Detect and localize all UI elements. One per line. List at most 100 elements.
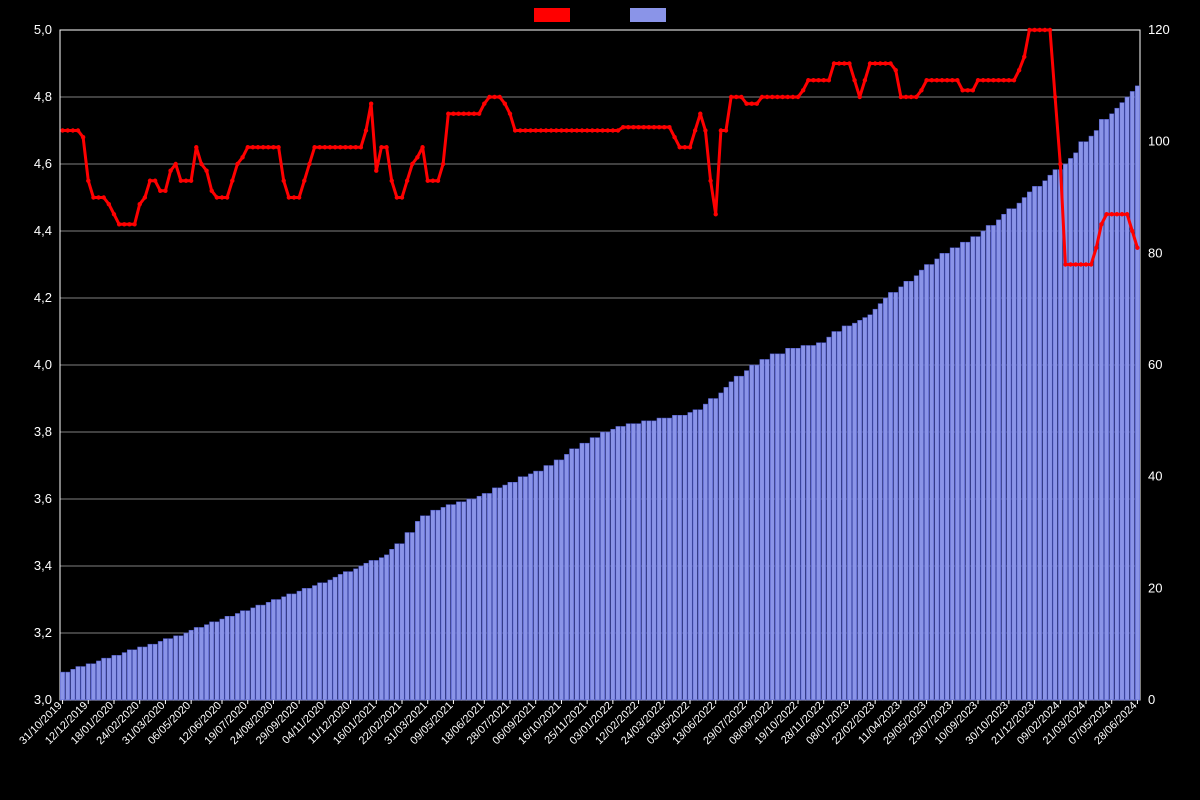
- bar: [343, 572, 347, 700]
- bar: [760, 359, 764, 700]
- line-marker: [528, 128, 532, 132]
- line-marker: [1032, 28, 1036, 32]
- bar: [688, 412, 692, 700]
- line-marker: [822, 78, 826, 82]
- line-marker: [770, 95, 774, 99]
- bar: [976, 237, 980, 700]
- chart-svg: 3,03,23,43,63,84,04,24,44,64,85,00204060…: [0, 0, 1200, 800]
- line-marker: [852, 78, 856, 82]
- line-marker: [102, 195, 106, 199]
- bar: [215, 622, 219, 700]
- line-marker: [842, 61, 846, 65]
- line-marker: [1002, 78, 1006, 82]
- line-marker: [96, 195, 100, 199]
- bar: [636, 424, 640, 700]
- bar: [616, 426, 620, 700]
- bar: [359, 566, 363, 700]
- bar: [163, 639, 167, 700]
- line-marker: [899, 95, 903, 99]
- bar: [832, 332, 836, 701]
- bar: [564, 454, 568, 700]
- line-marker: [369, 102, 373, 106]
- line-marker: [832, 61, 836, 65]
- line-marker: [580, 128, 584, 132]
- line-marker: [215, 195, 219, 199]
- bar: [117, 655, 121, 700]
- line-marker: [847, 61, 851, 65]
- bar: [667, 418, 671, 700]
- bar: [1130, 91, 1134, 700]
- bar: [1110, 114, 1114, 700]
- bar: [246, 611, 250, 700]
- line-marker: [678, 145, 682, 149]
- bar: [282, 597, 286, 700]
- y-right-tick-label: 120: [1148, 22, 1170, 37]
- bar: [297, 591, 301, 700]
- line-marker: [688, 145, 692, 149]
- line-marker: [564, 128, 568, 132]
- line-marker: [996, 78, 1000, 82]
- line-marker: [395, 195, 399, 199]
- bar: [852, 323, 856, 700]
- bar: [66, 672, 70, 700]
- line-marker: [359, 145, 363, 149]
- bar: [405, 533, 409, 701]
- line-marker: [765, 95, 769, 99]
- bar: [894, 292, 898, 700]
- bar: [755, 365, 759, 700]
- bar: [492, 488, 496, 700]
- bar: [1115, 108, 1119, 700]
- line-marker: [1104, 212, 1108, 216]
- bar: [431, 510, 435, 700]
- bar: [312, 586, 316, 700]
- bar: [482, 493, 486, 700]
- bar: [307, 588, 311, 700]
- bar: [1027, 192, 1031, 700]
- bar: [955, 248, 959, 700]
- bar: [220, 619, 224, 700]
- bar: [184, 633, 188, 700]
- line-marker: [600, 128, 604, 132]
- bar: [585, 443, 589, 700]
- line-marker: [194, 145, 198, 149]
- line-marker: [1038, 28, 1042, 32]
- bar: [595, 438, 599, 700]
- bar: [415, 521, 419, 700]
- line-marker: [297, 195, 301, 199]
- line-marker: [878, 61, 882, 65]
- bar: [868, 315, 872, 700]
- y-right-tick-label: 40: [1148, 469, 1162, 484]
- line-marker: [935, 78, 939, 82]
- bar: [400, 544, 404, 700]
- bar: [652, 421, 656, 700]
- line-marker: [950, 78, 954, 82]
- line-marker: [410, 162, 414, 166]
- line-marker: [1068, 262, 1072, 266]
- line-marker: [683, 145, 687, 149]
- bar: [132, 650, 136, 700]
- y-left-tick-label: 3,6: [34, 491, 52, 506]
- line-marker: [657, 125, 661, 129]
- bar: [919, 270, 923, 700]
- bar: [888, 292, 892, 700]
- bar: [189, 630, 193, 700]
- bar: [1135, 86, 1139, 700]
- line-marker: [122, 222, 126, 226]
- line-marker: [441, 162, 445, 166]
- line-marker: [719, 128, 723, 132]
- bar: [575, 449, 579, 700]
- line-marker: [158, 189, 162, 193]
- bar: [909, 281, 913, 700]
- bar: [837, 332, 841, 701]
- bar: [600, 432, 604, 700]
- bar: [647, 421, 651, 700]
- bar: [194, 627, 198, 700]
- bar: [1058, 170, 1062, 700]
- line-marker: [1120, 212, 1124, 216]
- line-marker: [148, 179, 152, 183]
- line-marker: [868, 61, 872, 65]
- line-marker: [261, 145, 265, 149]
- bar: [878, 304, 882, 700]
- bar: [822, 343, 826, 700]
- line-marker: [174, 162, 178, 166]
